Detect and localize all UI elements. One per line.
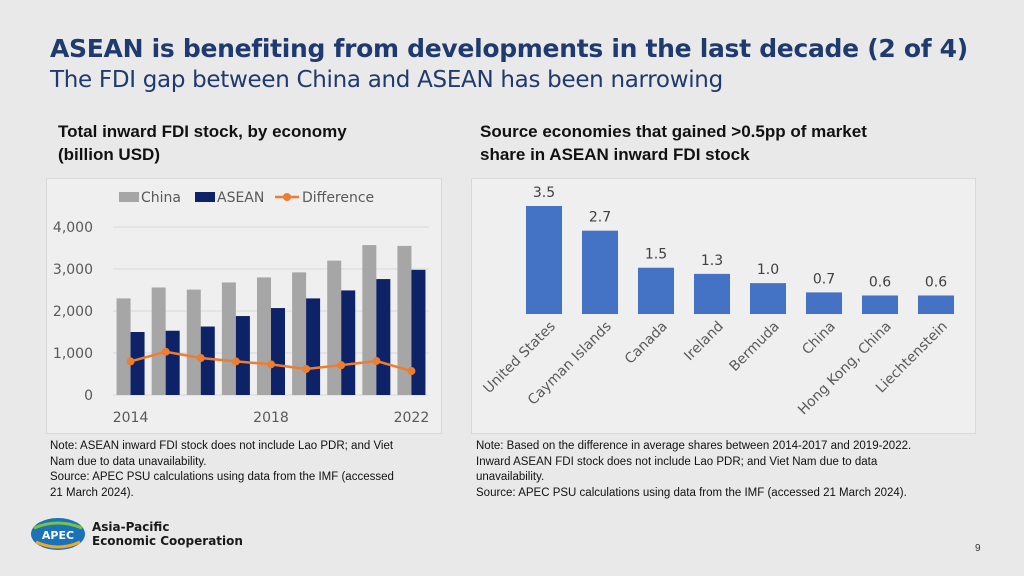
difference-point [231,357,240,366]
market-share-chart-svg: 3.52.71.5 1.31.00.7 0.6 0.6 United StatesCa… [480,185,954,419]
slide-subtitle: The FDI gap between China and ASEAN has … [50,67,723,93]
bar-china [257,277,271,395]
bar-asean [341,290,356,395]
difference-point [126,357,135,366]
x-category-label: Canada [622,319,671,368]
bar-asean [200,326,215,395]
difference-point [372,356,381,365]
left-note: Note: ASEAN inward FDI stock does not in… [50,439,450,501]
left-note-text: Note: ASEAN inward FDI stock does not in… [50,440,394,468]
x-category-label: Ireland [681,319,727,365]
bar-china [327,260,342,395]
legend-label-difference: Difference [302,190,374,206]
legend-label-asean: ASEAN [217,190,264,206]
apec-logo: APEC Asia-Pacific Economic Cooperation [30,516,260,556]
bar-value-label: 1.5 [645,247,667,263]
bar-value-label: 0.7 [813,271,835,287]
bar-china [362,245,377,395]
x-tick-label: 2014 [113,410,149,426]
bar-market-share [638,267,674,314]
apec-logo-svg: APEC Asia-Pacific Economic Cooperation [31,518,243,550]
bar-china [397,245,412,395]
left-chart-title: Total inward FDI stock, by economy (bill… [58,122,347,164]
bar-market-share [582,230,618,314]
bar-market-share [694,273,730,314]
y-tick-label: 3,000 [53,262,93,278]
apec-logo-line2: Economic Cooperation [92,534,243,548]
x-tick-label: 2018 [253,410,289,426]
bar-china [116,298,131,395]
bar-asean [271,308,285,395]
y-tick-label: 0 [84,388,93,404]
x-category-label: Bermuda [726,319,782,375]
bar-value-label: 0.6 [925,274,947,290]
right-note: Note: Based on the difference in average… [476,439,976,501]
bar-market-share [862,295,898,314]
legend-marker-difference [283,193,291,201]
bar-value-label: 0.6 [869,274,891,290]
y-tick-label: 4,000 [53,220,93,236]
x-tick-label: 2022 [394,410,430,426]
difference-point [302,364,311,373]
bar-asean [376,279,391,395]
y-tick-label: 2,000 [53,304,93,320]
bar-asean [165,330,180,395]
difference-point [407,367,416,376]
bar-value-label: 1.3 [701,253,723,269]
bar-market-share [918,295,954,314]
bar-china [292,272,307,395]
market-share-chart: 3.5 2.7 1.5 1.3 1.0 0.7 0.6 0.6 United States Ca… [471,178,976,434]
bar-market-share [526,206,562,314]
bar-asean [411,269,426,395]
bar-china [186,289,201,395]
legend-swatch-china [119,192,139,202]
bar-asean [130,332,145,395]
right-note-text: Note: Based on the difference in average… [476,440,912,483]
legend-label-china: China [141,190,181,206]
page-number: 9 [975,543,981,554]
left-source-text: Source: APEC PSU calculations using data… [50,471,394,499]
difference-point [161,347,170,356]
bar-china [221,282,236,395]
slide-title: ASEAN is benefiting from developments in… [50,34,968,63]
apec-logo-line1: Asia-Pacific [92,520,169,534]
bar-market-share [806,292,842,314]
right-chart-title: Source economies that gained >0.5pp of m… [480,122,867,164]
legend-swatch-asean [195,192,215,202]
y-tick-label: 1,000 [53,346,93,362]
bar-value-label: 3.5 [533,185,555,201]
bar-asean [306,298,321,395]
difference-point [337,361,346,370]
x-category-label: China [799,319,839,359]
x-category-label: Hong Kong, China [795,319,895,419]
bar-value-label: 2.7 [589,210,611,226]
bar-value-label: 1.0 [757,262,779,278]
fdi-stock-chart-svg: 0 1,000 2,000 3,000 4,000 2014 2018 2022 China… [53,190,430,426]
fdi-stock-chart: 0 1,000 2,000 3,000 4,000 2014 2018 2022 China… [46,178,442,434]
bar-china [151,287,166,395]
bar-asean [235,316,250,395]
right-source-text: Source: APEC PSU calculations using data… [476,486,907,499]
bar-market-share [750,283,786,314]
difference-point [267,360,275,369]
apec-logo-badge: APEC [42,529,74,542]
difference-point [196,354,205,363]
